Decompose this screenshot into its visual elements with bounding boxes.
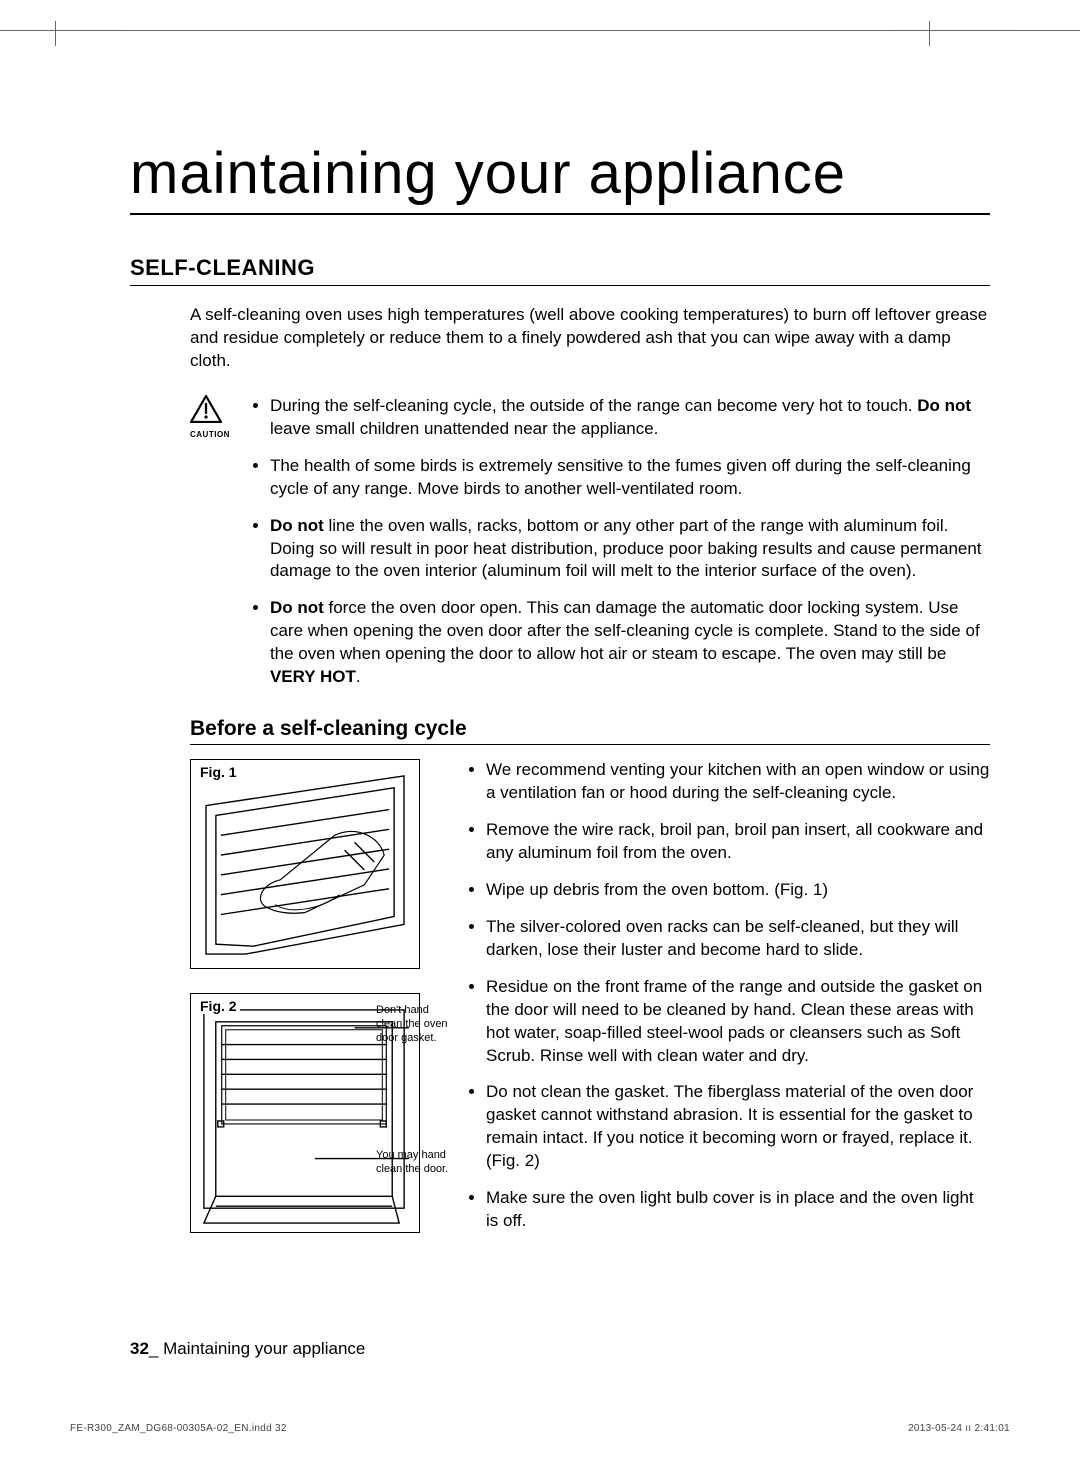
caution-bullet: Do not line the oven walls, racks, botto… bbox=[270, 515, 990, 584]
bullet-bold: Do not bbox=[270, 598, 324, 617]
before-cycle-bullet-list: We recommend venting your kitchen with a… bbox=[464, 759, 990, 1233]
bullet-item: The silver-colored oven racks can be sel… bbox=[486, 916, 990, 962]
figure-2-note-top: Don't hand clean the oven door gasket. bbox=[376, 1004, 456, 1045]
caution-bullet-list: During the self-cleaning cycle, the outs… bbox=[248, 395, 990, 689]
bullet-item: Make sure the oven light bulb cover is i… bbox=[486, 1187, 990, 1233]
subsection-heading: Before a self-cleaning cycle bbox=[190, 717, 990, 745]
bullet-item: Remove the wire rack, broil pan, broil p… bbox=[486, 819, 990, 865]
bullet-bold: VERY HOT bbox=[270, 667, 356, 686]
section-intro: A self-cleaning oven uses high temperatu… bbox=[190, 304, 990, 373]
figure-2-note-bottom: You may hand clean the door. bbox=[376, 1149, 456, 1177]
page-footer: 32_ Maintaining your appliance bbox=[130, 1339, 365, 1359]
bullet-text: The health of some birds is extremely se… bbox=[270, 456, 971, 498]
figure-2-label: Fig. 2 bbox=[197, 998, 240, 1014]
bullet-bold: Do not bbox=[270, 516, 324, 535]
caution-bullet: Do not force the oven door open. This ca… bbox=[270, 597, 990, 689]
bullet-item: Wipe up debris from the oven bottom. (Fi… bbox=[486, 879, 990, 902]
figure-1-box: Fig. 1 bbox=[190, 759, 420, 969]
figure-2-box: Fig. 2 bbox=[190, 993, 420, 1233]
caution-icon-wrapper: CAUTION bbox=[190, 395, 230, 439]
caution-bullet: The health of some birds is extremely se… bbox=[270, 455, 990, 501]
caution-bullet: During the self-cleaning cycle, the outs… bbox=[270, 395, 990, 441]
bullet-item: Do not clean the gasket. The fiberglass … bbox=[486, 1081, 990, 1173]
page-number: 32 bbox=[130, 1339, 149, 1358]
bullet-text: During the self-cleaning cycle, the outs… bbox=[270, 396, 917, 415]
caution-block: CAUTION During the self-cleaning cycle, … bbox=[190, 395, 990, 689]
page-title: maintaining your appliance bbox=[130, 140, 990, 215]
caution-icon bbox=[190, 395, 222, 423]
bullet-bold: Do not bbox=[917, 396, 971, 415]
footer-section-name: Maintaining your appliance bbox=[163, 1339, 365, 1358]
caution-label: CAUTION bbox=[190, 430, 230, 439]
bullet-text: leave small children unattended near the… bbox=[270, 419, 658, 438]
right-bullets-column: We recommend venting your kitchen with a… bbox=[464, 759, 990, 1233]
print-timestamp: 2013-05-24 ıı 2:41:01 bbox=[908, 1423, 1010, 1434]
print-metadata-footer: FE-R300_ZAM_DG68-00305A-02_EN.indd 32 20… bbox=[70, 1423, 1010, 1434]
figure-1-illustration bbox=[195, 766, 415, 964]
bullet-text: . bbox=[356, 667, 361, 686]
bullet-text: force the oven door open. This can damag… bbox=[270, 598, 980, 663]
footer-separator: _ bbox=[149, 1339, 163, 1358]
section-heading: SELF-CLEANING bbox=[130, 255, 990, 286]
figure-1-label: Fig. 1 bbox=[197, 764, 240, 780]
bullet-item: We recommend venting your kitchen with a… bbox=[486, 759, 990, 805]
print-file-name: FE-R300_ZAM_DG68-00305A-02_EN.indd 32 bbox=[70, 1423, 287, 1434]
bullet-text: line the oven walls, racks, bottom or an… bbox=[270, 516, 982, 581]
bullet-item: Residue on the front frame of the range … bbox=[486, 976, 990, 1068]
crop-marks bbox=[0, 30, 1080, 32]
figures-column: Fig. 1 bbox=[190, 759, 440, 1257]
